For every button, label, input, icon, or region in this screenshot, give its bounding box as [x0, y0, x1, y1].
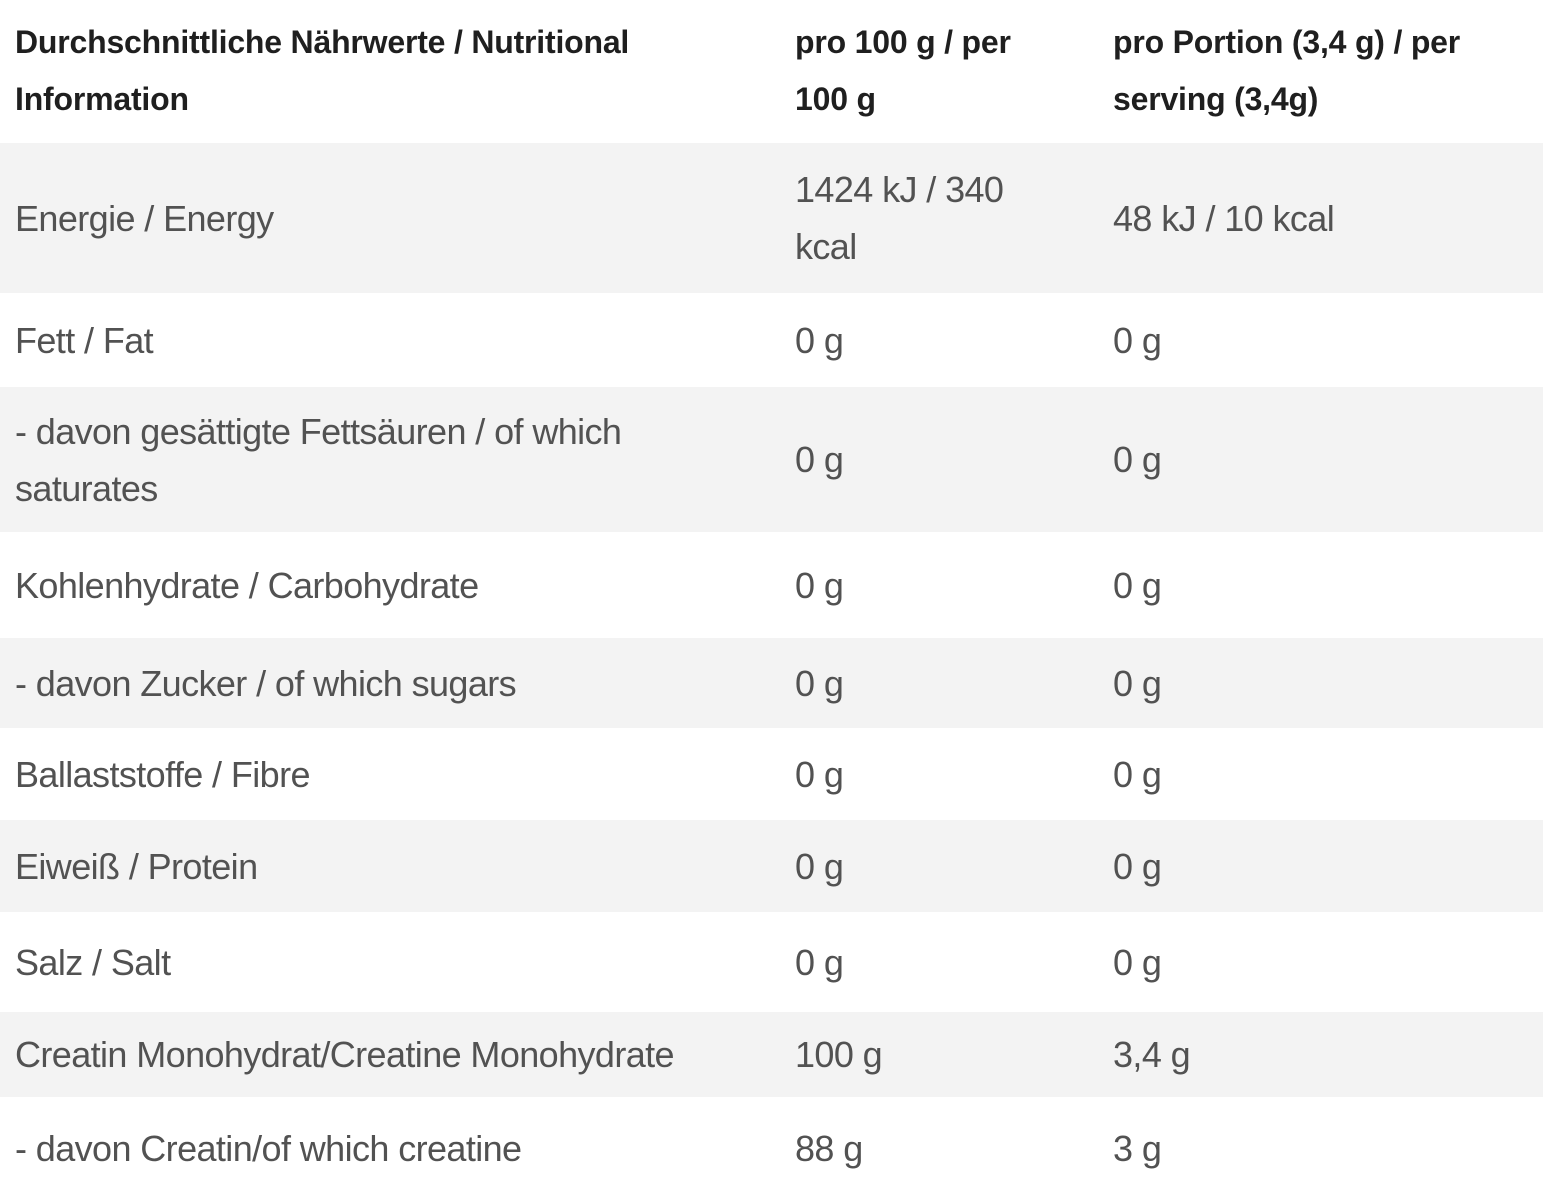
header-nutrient-column: Durchschnittliche Nährwerte / Nutritiona…: [15, 24, 630, 117]
table-row-creatine: - davon Creatin/of which creatine 88 g 3…: [0, 1097, 1543, 1200]
row-label: Kohlenhydrate / Carbohydrate: [15, 564, 479, 606]
table-header-row: Durchschnittliche Nährwerte / Nutritiona…: [0, 0, 1543, 143]
header-per-serving-column: pro Portion (3,4 g) / per serving (3,4g): [1113, 24, 1461, 117]
row-label: - davon Creatin/of which creatine: [15, 1128, 522, 1169]
row-value-per-100g: 0 g: [795, 662, 844, 704]
row-value-per-serving: 0 g: [1113, 662, 1162, 704]
row-value-per-serving: 0 g: [1113, 845, 1162, 887]
table-row-carbohydrate: Kohlenhydrate / Carbohydrate 0 g 0 g: [0, 532, 1543, 638]
row-label: Creatin Monohydrat/Creatine Monohydrate: [15, 1034, 675, 1075]
row-label: - davon gesättigte Fettsäuren / of which…: [15, 410, 622, 509]
row-value-per-100g: 100 g: [795, 1034, 883, 1075]
header-per-100g-column: pro 100 g / per 100 g: [795, 24, 1011, 117]
row-value-per-100g: 0 g: [795, 319, 844, 361]
table-row-fibre: Ballaststoffe / Fibre 0 g 0 g: [0, 728, 1543, 820]
row-value-per-serving: 0 g: [1113, 439, 1162, 480]
row-label: Ballaststoffe / Fibre: [15, 753, 310, 795]
table-row-energy: Energie / Energy 1424 kJ / 340 kcal 48 k…: [0, 143, 1543, 293]
table-row-salt: Salz / Salt 0 g 0 g: [0, 912, 1543, 1012]
row-value-per-serving: 0 g: [1113, 753, 1162, 795]
row-value-per-100g: 0 g: [795, 564, 844, 606]
table-row-protein: Eiweiß / Protein 0 g 0 g: [0, 820, 1543, 912]
row-value-per-100g: 0 g: [795, 439, 844, 480]
row-label: Fett / Fat: [15, 319, 154, 361]
row-value-per-100g: 0 g: [795, 845, 844, 887]
row-value-per-serving: 0 g: [1113, 564, 1162, 606]
row-label: - davon Zucker / of which sugars: [15, 662, 517, 704]
row-value-per-100g: 0 g: [795, 753, 844, 795]
table-row-creatine-monohydrate: Creatin Monohydrat/Creatine Monohydrate …: [0, 1012, 1543, 1097]
row-value-per-serving: 3 g: [1113, 1128, 1162, 1169]
row-value-per-100g: 0 g: [795, 941, 844, 983]
row-value-per-100g: 88 g: [795, 1128, 863, 1169]
row-label: Energie / Energy: [15, 197, 274, 239]
row-label: Eiweiß / Protein: [15, 845, 258, 887]
row-value-per-serving: 0 g: [1113, 941, 1162, 983]
row-value-per-serving: 0 g: [1113, 319, 1162, 361]
table-row-saturates: - davon gesättigte Fettsäuren / of which…: [0, 387, 1543, 532]
row-value-per-serving: 3,4 g: [1113, 1034, 1191, 1075]
row-value-per-100g: 1424 kJ / 340 kcal: [795, 169, 1004, 267]
row-value-per-serving: 48 kJ / 10 kcal: [1113, 197, 1335, 239]
table-row-fat: Fett / Fat 0 g 0 g: [0, 293, 1543, 387]
row-label: Salz / Salt: [15, 941, 171, 983]
table-row-sugars: - davon Zucker / of which sugars 0 g 0 g: [0, 638, 1543, 728]
